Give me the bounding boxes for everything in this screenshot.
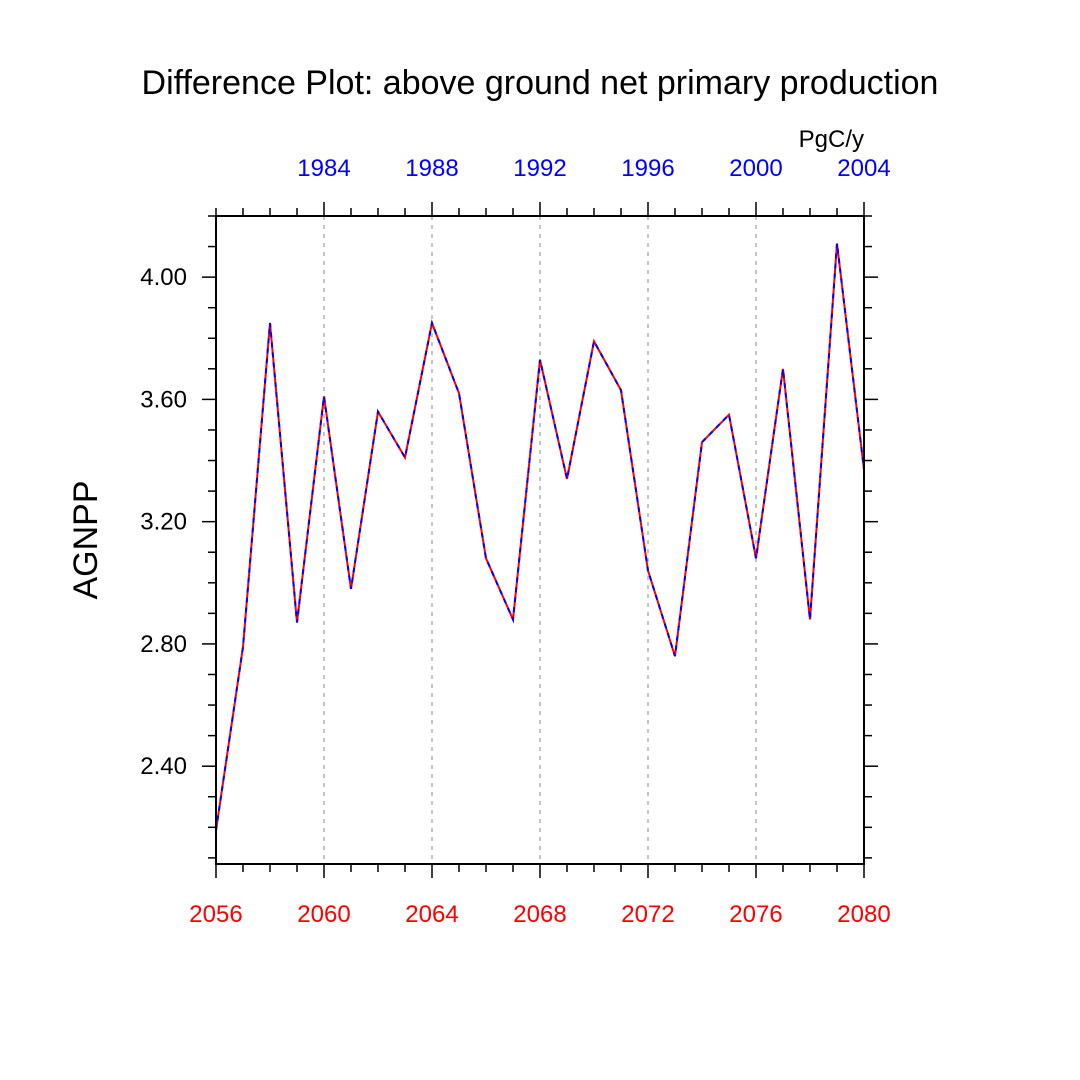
x-top-tick-label-1996: 1996 xyxy=(621,155,674,182)
x-bottom-tick-label-2072: 2072 xyxy=(621,901,674,928)
x-bottom-tick-label-2068: 2068 xyxy=(513,901,566,928)
chart-title: Difference Plot: above ground net primar… xyxy=(142,64,939,102)
series-layer xyxy=(215,243,865,831)
axes: 2.40 2.80 3.20 3.60 4.00 2056 2060 2064 2068 2072… xyxy=(140,155,890,928)
y-tick-label-2.80: 2.80 xyxy=(140,631,187,658)
series-line-future xyxy=(215,243,865,831)
x-top-tick-label-1988: 1988 xyxy=(405,155,458,182)
x-top-tick-label-1984: 1984 xyxy=(297,155,350,182)
y-tick-label-4.00: 4.00 xyxy=(140,264,187,291)
units-label: PgC/y xyxy=(799,126,864,153)
plot-frame xyxy=(215,215,865,865)
x-top-tick-label-2000: 2000 xyxy=(729,155,782,182)
x-top-tick-label-2004: 2004 xyxy=(837,155,890,182)
x-top-tick-label-1992: 1992 xyxy=(513,155,566,182)
y-tick-label-3.20: 3.20 xyxy=(140,509,187,536)
x-bottom-tick-label-2064: 2064 xyxy=(405,901,458,928)
x-bottom-tick-label-2060: 2060 xyxy=(297,901,350,928)
x-bottom-tick-label-2080: 2080 xyxy=(837,901,890,928)
grid-lines xyxy=(323,216,757,864)
y-tick-label-2.40: 2.40 xyxy=(140,753,187,780)
x-bottom-tick-label-2056: 2056 xyxy=(189,901,242,928)
x-bottom-tick-label-2076: 2076 xyxy=(729,901,782,928)
y-axis-label: AGNPP xyxy=(67,480,105,599)
y-tick-label-3.60: 3.60 xyxy=(140,386,187,413)
series-line-present xyxy=(215,243,865,831)
